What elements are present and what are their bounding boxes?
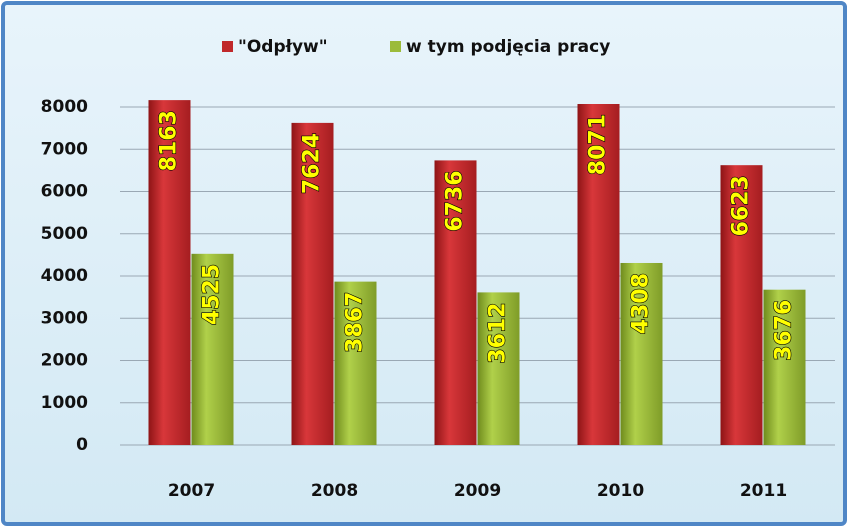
y-tick-label: 3000	[41, 308, 88, 328]
data-label: 3612	[486, 302, 511, 363]
data-label: 3867	[343, 292, 368, 353]
bar	[763, 289, 806, 445]
bar	[620, 262, 663, 445]
bar	[577, 104, 620, 446]
y-tick-label: 8000	[41, 97, 88, 117]
data-label: 4525	[200, 264, 225, 325]
y-tick-label: 1000	[41, 393, 88, 413]
legend-label: w tym podjęcia pracy	[406, 37, 610, 57]
data-label: 6623	[729, 175, 754, 236]
data-label: 6736	[443, 170, 468, 231]
data-label: 8071	[586, 114, 611, 175]
y-tick-label: 2000	[41, 351, 88, 371]
y-tick-label: 7000	[41, 139, 88, 159]
legend-label: "Odpływ"	[238, 37, 328, 57]
data-label: 7624	[300, 133, 325, 194]
bar	[291, 122, 334, 446]
data-label: 3676	[772, 300, 797, 361]
bar	[477, 292, 520, 445]
data-label: 8163	[157, 110, 182, 171]
x-tick-label: 2009	[454, 481, 501, 501]
x-tick-label: 2007	[168, 481, 215, 501]
bar	[720, 165, 763, 445]
data-label: 4308	[629, 273, 654, 334]
x-tick-label: 2008	[311, 481, 358, 501]
x-tick-label: 2011	[740, 481, 787, 501]
legend-swatch	[390, 41, 401, 52]
bar	[191, 253, 234, 445]
y-tick-label: 5000	[41, 224, 88, 244]
y-tick-label: 4000	[41, 266, 88, 286]
bar	[148, 100, 191, 445]
y-tick-label: 6000	[41, 182, 88, 202]
bar	[434, 160, 477, 446]
legend-swatch	[222, 41, 233, 52]
y-tick-label: 0	[76, 435, 88, 455]
x-tick-label: 2010	[597, 481, 644, 501]
bar	[334, 281, 377, 445]
